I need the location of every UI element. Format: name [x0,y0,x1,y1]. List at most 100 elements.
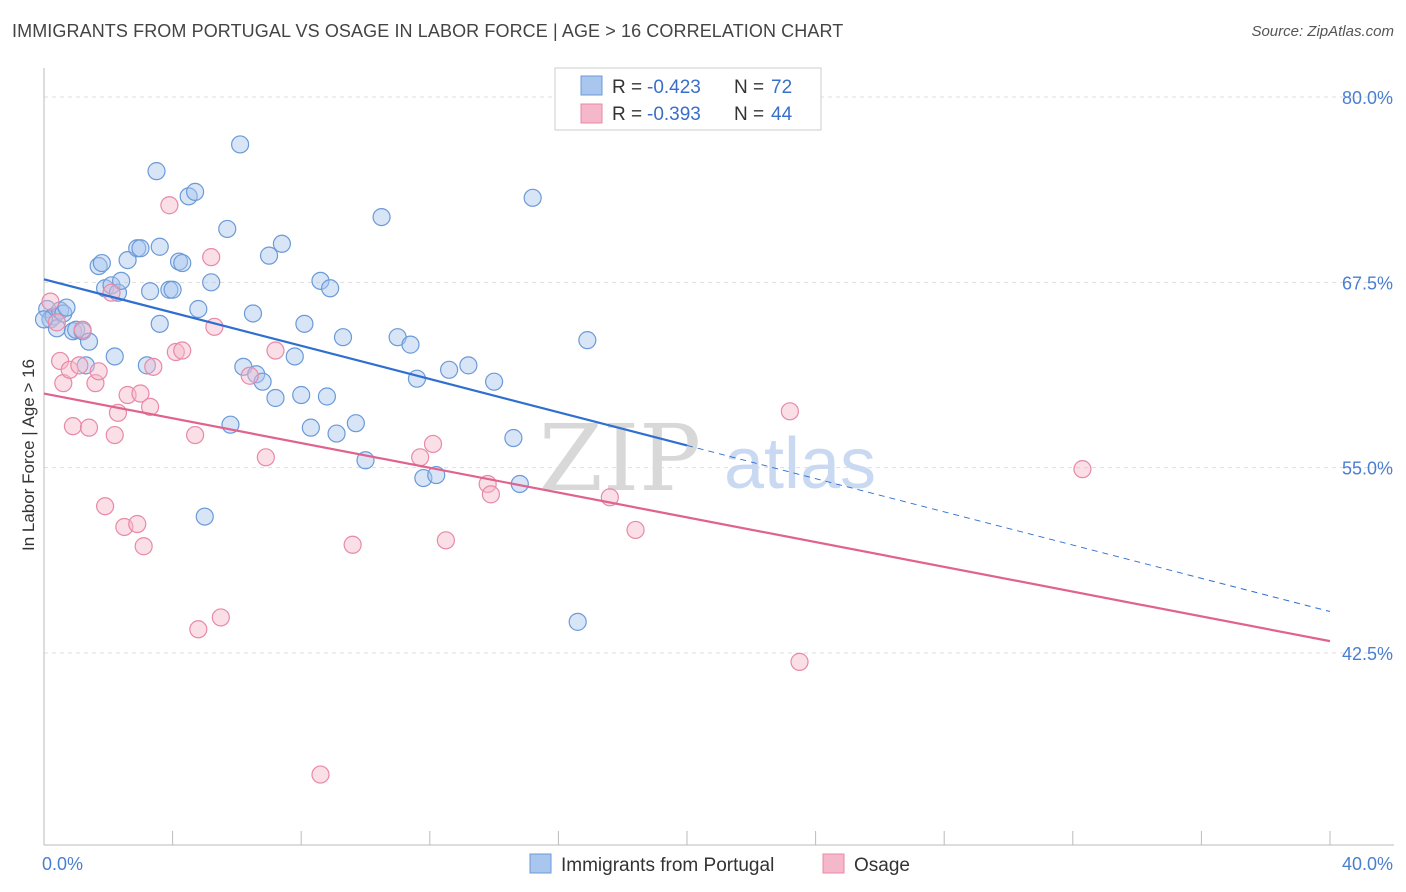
data-point [256,448,275,467]
data-point [321,279,340,298]
data-point [166,342,185,362]
watermark: ZIP atlas [539,405,876,512]
bottom-legend-label-osage: Osage [854,855,910,876]
data-point [189,299,208,319]
data-point [73,320,92,339]
legend-r-label-2: R = [612,104,642,125]
legend-swatch-pink [580,103,603,124]
data-point [140,397,160,416]
data-point [311,271,330,290]
data-point [147,162,166,181]
legend-r-value-1: -0.423 [647,77,701,98]
data-point [436,531,455,550]
data-point [439,360,459,379]
data-point [118,250,137,270]
data-point [327,424,346,443]
chart-title: IMMIGRANTS FROM PORTUGAL VS OSAGE IN LAB… [12,21,844,41]
data-point [128,514,147,534]
data-point [301,418,320,437]
data-point [333,328,353,347]
data-point [105,425,124,445]
bottom-legend-swatch-pink [822,853,845,874]
series-immigrants-from-portugal [34,135,597,631]
data-point [292,385,311,405]
data-point [401,335,420,354]
data-point [134,537,153,556]
data-point [317,387,337,406]
data-point [272,234,292,253]
y-tick-label: 80.0% [1342,88,1393,108]
watermark-zip: ZIP [539,405,701,512]
data-point [137,356,156,375]
axes [43,68,1394,846]
data-point [41,292,60,311]
x-tick-label: 0.0% [42,854,83,874]
data-point [189,620,208,639]
data-point [211,608,230,627]
series-legend: Immigrants from Portugal Osage [529,853,910,876]
data-point [295,314,314,333]
watermark-atlas: atlas [724,424,876,504]
data-point [218,219,237,239]
data-point [102,276,121,295]
trend-line-portugal [43,278,688,447]
data-point [568,612,587,631]
data-point [173,341,192,360]
data-point [186,425,205,445]
legend-r-value-2: -0.393 [647,104,701,125]
y-tick-label: 67.5% [1342,273,1393,293]
data-point [140,282,160,301]
legend-swatch-blue [580,75,603,96]
data-point [67,320,86,339]
y-tick-label: 55.0% [1342,459,1393,479]
y-tick-label: 42.5% [1342,644,1393,664]
legend-r-label-1: R = [612,77,642,98]
data-point [343,535,362,554]
data-point [578,331,597,350]
data-point [186,182,205,201]
data-point [240,366,259,385]
data-point [523,188,542,207]
series-osage [41,196,1092,784]
data-point [195,507,214,526]
data-point [1073,460,1092,479]
data-point [131,384,150,403]
data-point [79,332,99,351]
data-point [57,298,76,317]
data-point [163,280,182,299]
legend-n-value-1: 72 [771,77,792,98]
data-point [150,237,169,256]
data-point [311,765,330,784]
data-point [626,520,645,540]
x-tick-labels: 0.0% 40.0% [42,854,1393,874]
bottom-legend-label-portugal: Immigrants from Portugal [561,855,774,876]
data-point [372,207,391,227]
data-point [60,360,79,379]
data-point [504,428,523,448]
data-point [70,356,89,375]
data-point [346,414,365,433]
y-tick-labels: 80.0% 67.5% 55.0% 42.5% [1342,88,1393,664]
legend-n-value-2: 44 [771,104,793,125]
data-point [150,314,169,333]
data-point [243,304,263,323]
data-point [144,357,163,376]
trend-line-portugal-extension [686,444,1331,612]
data-point [89,256,108,276]
data-point [481,485,500,504]
data-point [407,369,427,388]
x-tick-label: 40.0% [1342,854,1393,874]
data-point [92,253,111,273]
y-axis-label: In Labor Force | Age > 16 [19,359,38,551]
trend-lines [43,278,1331,643]
data-point [247,365,266,384]
data-point [202,248,221,267]
data-point [266,388,285,408]
data-point [411,448,430,467]
data-point [780,402,799,421]
data-point [105,347,124,366]
chart-source: Source: ZipAtlas.com [1251,23,1394,40]
data-point [112,271,131,290]
trend-line-osage [43,392,1331,643]
